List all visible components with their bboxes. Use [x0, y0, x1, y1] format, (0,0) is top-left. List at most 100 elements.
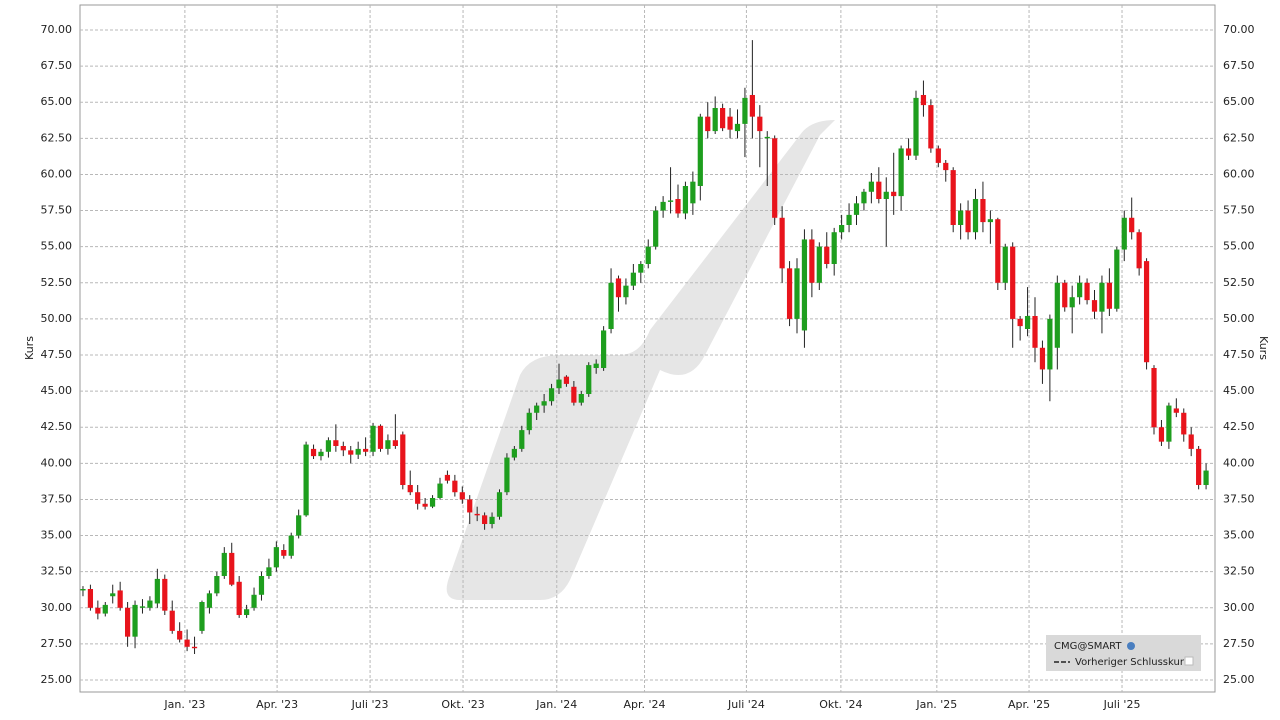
- y-axis-label: Kurs: [23, 336, 36, 360]
- candle-body: [593, 363, 599, 369]
- candle-body: [1196, 448, 1202, 486]
- x-tick-label: Okt. '23: [441, 698, 484, 711]
- candle-body: [943, 162, 949, 171]
- candle-body: [474, 513, 480, 516]
- candle-body: [995, 219, 1001, 283]
- candle-body: [809, 239, 815, 283]
- candle-body: [221, 552, 227, 577]
- candle-body: [928, 105, 934, 149]
- candle-body: [720, 107, 726, 129]
- candle-body: [1114, 249, 1120, 309]
- candle-body: [496, 492, 503, 517]
- candle-body: [80, 589, 86, 591]
- candle-body: [377, 425, 384, 449]
- y-tick-label: 47.50: [41, 348, 73, 361]
- legend-reference: Vorheriger Schlusskurs: [1075, 657, 1189, 668]
- candle-body: [504, 457, 510, 493]
- candle-body: [1062, 282, 1068, 308]
- y2-tick-label: 55.00: [1223, 240, 1255, 253]
- candle-body: [258, 576, 265, 595]
- candle-body: [548, 388, 555, 402]
- y2-tick-label: 70.00: [1223, 23, 1255, 36]
- x-tick-label: Apr. '25: [1008, 698, 1050, 711]
- candle-body: [288, 535, 294, 556]
- candle-body: [801, 239, 808, 331]
- candle-body: [913, 97, 919, 156]
- candle-body: [415, 492, 421, 504]
- candle-body: [638, 263, 644, 273]
- candle-body: [757, 116, 763, 132]
- candle-body: [95, 607, 101, 614]
- candle-body: [749, 94, 755, 117]
- candle-body: [601, 330, 607, 369]
- candle-body: [266, 567, 272, 577]
- y-tick-label: 40.00: [41, 456, 73, 469]
- candle-body: [794, 268, 800, 319]
- candle-body: [139, 606, 146, 608]
- y-tick-label: 32.50: [41, 565, 73, 578]
- y-tick-label: 52.50: [41, 276, 73, 289]
- x-tick-label: Jan. '25: [915, 698, 957, 711]
- candle-body: [534, 405, 540, 413]
- candle-body: [563, 376, 570, 384]
- y2-tick-label: 52.50: [1223, 276, 1255, 289]
- candle-body: [363, 448, 369, 452]
- candle-body: [1017, 318, 1023, 327]
- candle-body: [1054, 282, 1060, 348]
- legend-icon: [1127, 642, 1135, 650]
- candle-body: [690, 181, 696, 204]
- candle-body: [697, 116, 703, 186]
- y2-tick-label: 62.50: [1223, 131, 1255, 144]
- candle-body: [333, 440, 339, 447]
- candle-body: [310, 448, 317, 457]
- candle-body: [541, 401, 547, 406]
- y2-tick-label: 42.50: [1223, 420, 1255, 433]
- candle-body: [162, 578, 168, 611]
- y-tick-label: 65.00: [41, 95, 73, 108]
- x-tick-label: Juli '25: [1103, 698, 1141, 711]
- candle-body: [846, 214, 852, 225]
- x-tick-label: Juli '24: [727, 698, 765, 711]
- candle-body: [645, 246, 651, 264]
- candle-body: [1121, 217, 1127, 250]
- candle-body: [727, 116, 733, 130]
- candle-body: [653, 210, 659, 247]
- candle-body: [1158, 427, 1165, 442]
- x-tick-label: Apr. '23: [256, 698, 298, 711]
- candle-body: [1002, 246, 1008, 283]
- candle-body: [1136, 232, 1142, 269]
- y2-tick-label: 45.00: [1223, 384, 1255, 397]
- candle-body: [779, 217, 785, 269]
- candle-body: [1039, 347, 1046, 370]
- candle-body: [831, 232, 837, 264]
- candle-body: [712, 107, 718, 132]
- candle-body: [1181, 412, 1187, 435]
- legend-checkbox[interactable]: [1184, 656, 1194, 666]
- candle-body: [742, 97, 748, 124]
- candle-body: [169, 610, 175, 631]
- y-tick-label: 42.50: [41, 420, 73, 433]
- x-tick-label: Jan. '24: [535, 698, 577, 711]
- candle-body: [1188, 434, 1194, 449]
- candle-body: [734, 123, 741, 132]
- candle-body: [1047, 318, 1053, 370]
- candle-body: [1106, 282, 1112, 309]
- candle-body: [824, 246, 830, 264]
- candle-body: [236, 581, 242, 616]
- candle-body: [898, 148, 904, 197]
- y2-tick-label: 25.00: [1223, 673, 1255, 686]
- x-tick-label: Apr. '24: [624, 698, 666, 711]
- candle-body: [370, 425, 376, 452]
- candle-body: [675, 198, 681, 214]
- candle-body: [87, 589, 94, 608]
- candle-body: [229, 552, 235, 585]
- candle-body: [630, 272, 636, 286]
- candle-body: [519, 430, 525, 449]
- y2-tick-label: 30.00: [1223, 601, 1255, 614]
- x-tick-label: Okt. '24: [819, 698, 862, 711]
- candle-body: [511, 448, 517, 458]
- candle-body: [876, 181, 882, 199]
- candle-body: [987, 219, 993, 223]
- y2-tick-label: 27.50: [1223, 637, 1255, 650]
